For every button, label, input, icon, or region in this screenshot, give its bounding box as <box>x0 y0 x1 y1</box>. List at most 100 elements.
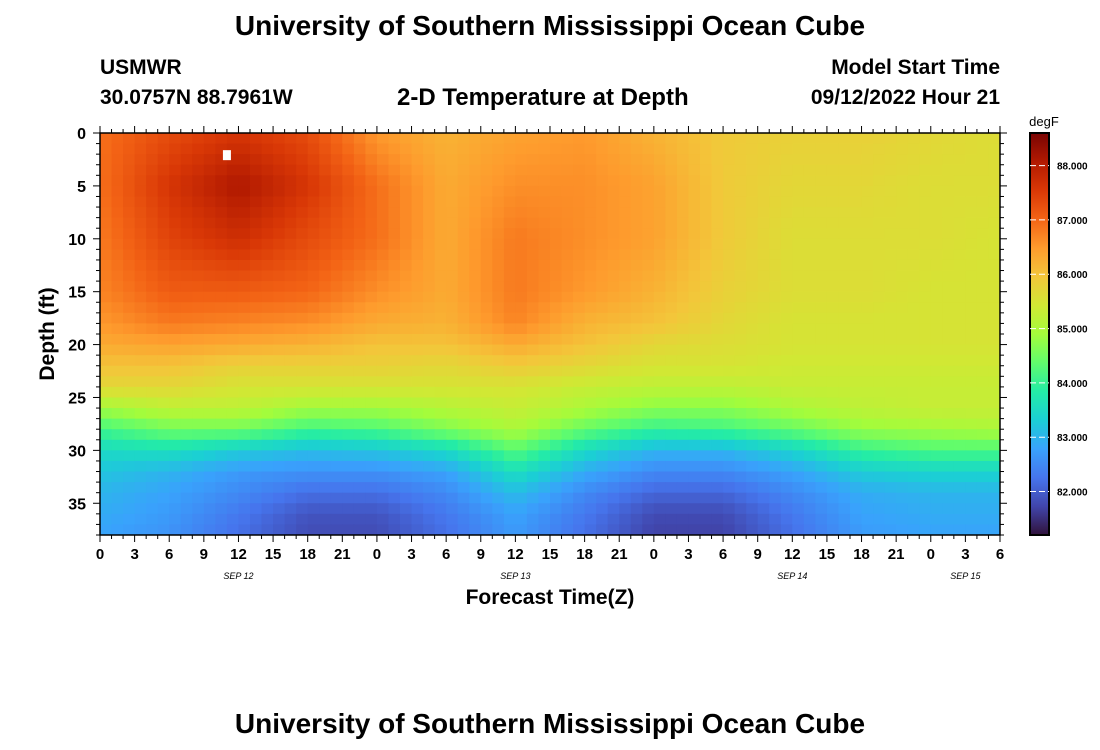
heatmap-cell <box>792 386 805 399</box>
heatmap-cell <box>457 154 470 166</box>
heatmap-cell <box>607 238 620 250</box>
heatmap-cell <box>850 175 863 187</box>
heatmap-cell <box>630 418 643 430</box>
heatmap-cell <box>723 397 736 409</box>
heatmap-cell <box>192 397 205 409</box>
heatmap-cell <box>100 524 113 535</box>
heatmap-cell <box>861 365 874 377</box>
heatmap-cell <box>861 323 874 335</box>
heatmap-cell <box>676 397 690 409</box>
heatmap-cell <box>988 207 1000 219</box>
heatmap-cell <box>215 249 228 261</box>
heatmap-cell <box>907 164 920 176</box>
heatmap-cell <box>261 249 274 261</box>
heatmap-cell <box>215 482 228 494</box>
heatmap-cell <box>388 429 401 441</box>
heatmap-cell <box>376 503 390 515</box>
heatmap-cell <box>561 524 574 535</box>
heatmap-cell <box>342 270 355 282</box>
heatmap-cell <box>561 386 574 399</box>
heatmap-cell <box>746 397 759 409</box>
heatmap-cell <box>665 450 678 462</box>
heatmap-cell <box>815 323 828 335</box>
heatmap-cell <box>180 270 193 282</box>
heatmap-cell <box>619 143 632 155</box>
heatmap-cell <box>642 312 655 325</box>
heatmap-cell <box>573 207 586 219</box>
heatmap-cell <box>515 355 528 367</box>
heatmap-cell <box>203 196 216 208</box>
heatmap-cell <box>896 376 909 388</box>
heatmap-cell <box>226 460 240 473</box>
heatmap-cell <box>573 291 586 303</box>
heatmap-cell <box>953 524 966 535</box>
heatmap-cell <box>238 408 251 420</box>
heatmap-cell <box>123 408 136 420</box>
heatmap-cell <box>388 386 401 399</box>
heatmap-cell <box>757 270 770 282</box>
heatmap-cell <box>203 291 216 303</box>
heatmap-cell <box>942 365 955 377</box>
heatmap-cell <box>803 450 816 462</box>
heatmap-cell <box>907 365 920 377</box>
heatmap-cell <box>826 471 840 483</box>
heatmap-cell <box>226 249 240 261</box>
heatmap-cell <box>192 312 205 325</box>
heatmap-cell <box>342 312 355 325</box>
heatmap-cell <box>988 524 1000 535</box>
heatmap-cell <box>492 143 505 155</box>
heatmap-cell <box>792 291 805 303</box>
heatmap-cell <box>769 408 782 420</box>
heatmap-cell <box>400 524 413 535</box>
heatmap-cell <box>319 302 332 314</box>
heatmap-cell <box>884 312 897 325</box>
heatmap-cell <box>180 503 193 515</box>
heatmap-cell <box>619 302 632 314</box>
heatmap-cell <box>226 408 240 420</box>
heatmap-cell <box>850 513 863 526</box>
heatmap-cell <box>746 376 759 388</box>
heatmap-cell <box>411 249 424 261</box>
heatmap-cell <box>907 471 920 483</box>
heatmap-cell <box>584 460 597 473</box>
heatmap-cell <box>388 238 401 250</box>
heatmap-cell <box>100 408 113 420</box>
heatmap-cell <box>930 259 943 272</box>
y-tick-label: 25 <box>68 390 86 407</box>
heatmap-cell <box>192 323 205 335</box>
heatmap-cell <box>757 376 770 388</box>
heatmap-cell <box>376 164 390 176</box>
heatmap-cell <box>215 334 228 346</box>
heatmap-cell <box>353 143 366 155</box>
heatmap-cell <box>365 164 378 176</box>
heatmap-cell <box>976 259 990 272</box>
heatmap-cell <box>596 249 609 261</box>
heatmap-cell <box>850 460 863 473</box>
heatmap-cell <box>215 397 228 409</box>
heatmap-cell <box>146 281 159 293</box>
heatmap-cell <box>607 482 620 494</box>
heatmap-cell <box>676 376 690 388</box>
heatmap-cell <box>296 482 309 494</box>
heatmap-cell <box>723 291 736 303</box>
heatmap-cell <box>630 471 643 483</box>
heatmap-cell <box>607 323 620 335</box>
heatmap-cell <box>919 503 932 515</box>
heatmap-cell <box>584 355 597 367</box>
heatmap-cell <box>250 133 263 145</box>
heatmap-cell <box>446 503 459 515</box>
heatmap-cell <box>376 143 390 155</box>
heatmap-cell <box>480 429 493 441</box>
heatmap-cell <box>238 460 251 473</box>
heatmap-cell <box>411 217 424 229</box>
heatmap-cell <box>884 355 897 367</box>
heatmap-cell <box>815 524 828 535</box>
heatmap-cell <box>919 302 932 314</box>
heatmap-cell <box>457 492 470 504</box>
heatmap-cell <box>411 154 424 166</box>
heatmap-cell <box>723 312 736 325</box>
heatmap-cell <box>446 175 459 187</box>
heatmap-cell <box>965 270 978 282</box>
heatmap-cell <box>134 408 147 420</box>
heatmap-cell <box>561 302 574 314</box>
